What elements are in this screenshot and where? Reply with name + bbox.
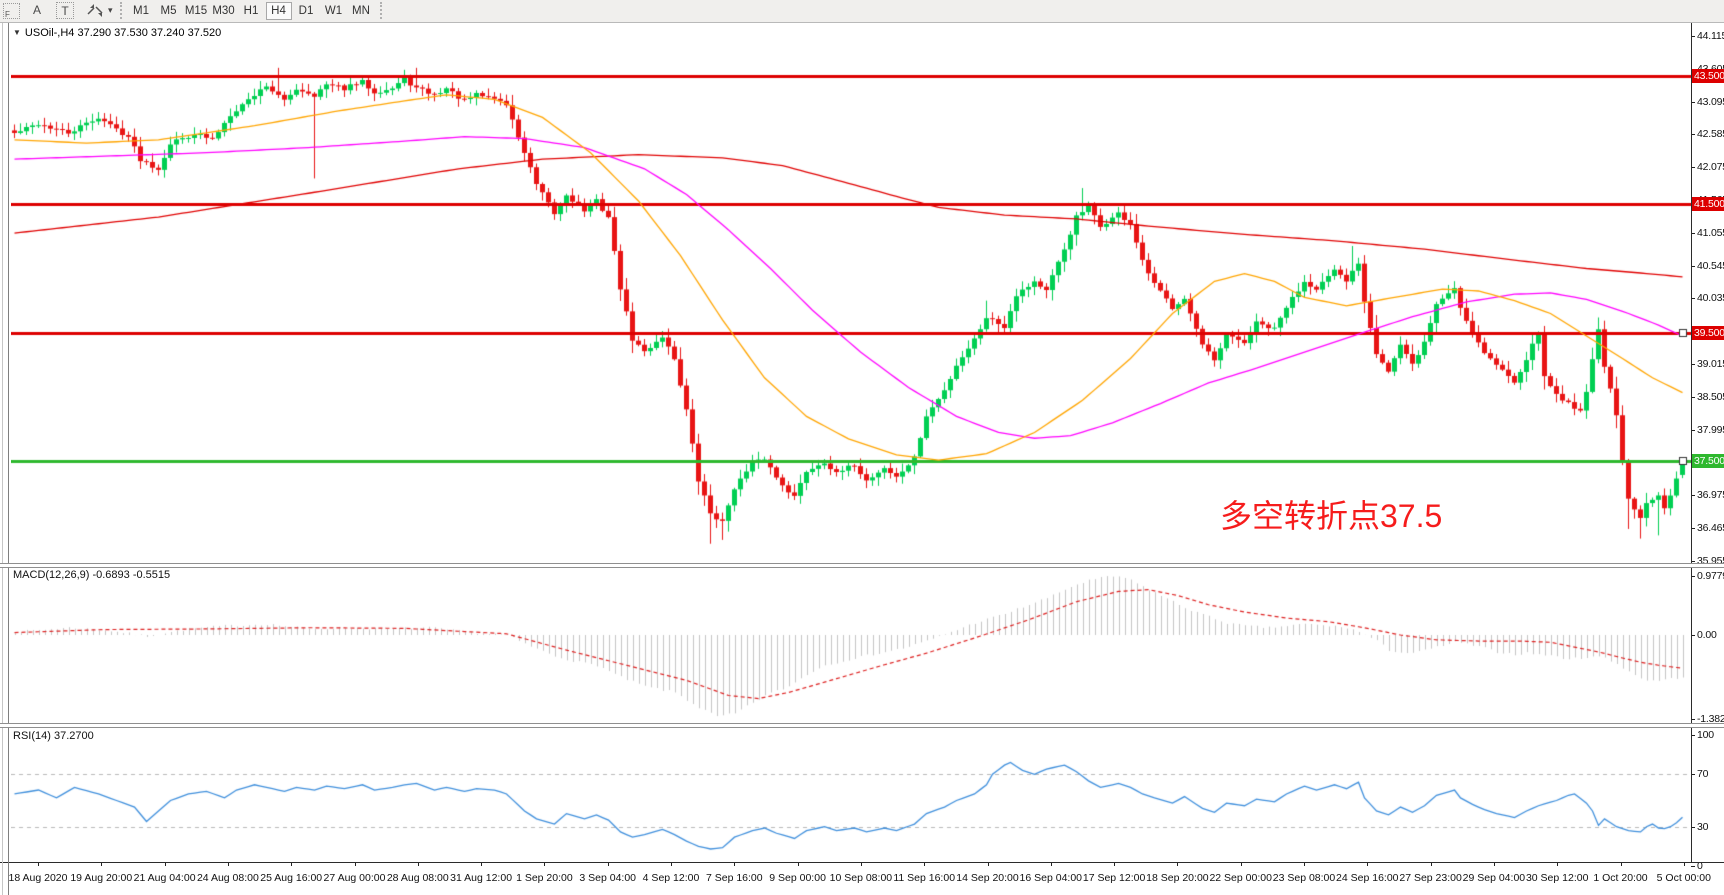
price-axis-label: 40.035 xyxy=(1697,292,1724,305)
symbol-ohlc-text: USOil-,H4 37.290 37.530 37.240 37.520 xyxy=(24,27,222,39)
price-axis-label: 36.975 xyxy=(1697,489,1724,502)
macd-axis-label: 0.00 xyxy=(1697,629,1717,641)
time-axis-label: 29 Sep 04:00 xyxy=(1462,872,1526,884)
time-axis-label: 19 Aug 20:00 xyxy=(70,872,133,884)
main-price-chart[interactable] xyxy=(11,22,1691,563)
window-edge-line xyxy=(8,22,9,895)
panel-separator[interactable] xyxy=(0,723,1724,728)
price-axis-label: 36.465 xyxy=(1697,521,1724,534)
time-axis-label: 28 Aug 08:00 xyxy=(386,872,449,884)
toolbar-separator xyxy=(120,2,122,19)
time-axis-label: 27 Aug 00:00 xyxy=(323,872,386,884)
time-axis-label: 14 Sep 20:00 xyxy=(956,872,1019,884)
time-axis-label: 17 Sep 12:00 xyxy=(1082,872,1146,884)
timeframe-button-mn[interactable]: MN xyxy=(348,2,374,20)
chart-menu-triangle-icon[interactable]: ▼ xyxy=(13,28,21,37)
time-axis-label: 4 Sep 12:00 xyxy=(642,872,700,884)
timeframe-button-m5[interactable]: M5 xyxy=(156,2,182,20)
price-level-badge: 37.500 xyxy=(1691,454,1724,469)
time-axis-label: 25 Aug 16:00 xyxy=(260,872,323,884)
price-axis-label: 39.525 xyxy=(1697,325,1724,338)
timeframe-button-d1[interactable]: D1 xyxy=(293,2,319,20)
price-level-badge: 39.500 xyxy=(1691,325,1724,340)
price-level-badge: 43.500 xyxy=(1691,68,1724,83)
macd-label: MACD(12,26,9) -0.6893 -0.5515 xyxy=(13,569,171,581)
macd-indicator-chart[interactable] xyxy=(11,566,1691,723)
price-axis-label: 44.115 xyxy=(1697,30,1724,42)
rsi-label: RSI(14) 37.2700 xyxy=(13,730,94,742)
price-axis-label: 40.545 xyxy=(1697,259,1724,272)
time-axis-label: 18 Aug 2020 xyxy=(8,872,68,884)
timeframe-button-h1[interactable]: H1 xyxy=(238,2,264,20)
time-axis-label: 10 Sep 08:00 xyxy=(829,872,893,884)
price-axis-label: 37.485 xyxy=(1697,456,1724,469)
toolbar: F A T ▾ M1 M5 M15 M30 H1 H4 D1 W1 MN xyxy=(0,0,1724,23)
macd-axis-label: 0.9779 xyxy=(1697,569,1724,582)
text-label-tool-button[interactable]: A xyxy=(28,2,46,19)
timeframe-button-m15[interactable]: M15 xyxy=(183,2,209,20)
time-axis-line xyxy=(0,862,1724,863)
timeframe-button-m30[interactable]: M30 xyxy=(211,2,237,20)
arrows-tool-button[interactable] xyxy=(84,2,106,19)
time-axis-label: 16 Sep 04:00 xyxy=(1019,872,1083,884)
timeframe-button-m1[interactable]: M1 xyxy=(128,2,154,20)
time-axis-label: 24 Sep 16:00 xyxy=(1336,872,1399,884)
rsi-indicator-chart[interactable] xyxy=(11,727,1691,862)
time-axis-label: 9 Sep 00:00 xyxy=(769,872,826,884)
text-box-tool-button[interactable]: T xyxy=(56,2,74,19)
price-axis-label: 43.095 xyxy=(1697,95,1724,108)
price-axis-label: 41.565 xyxy=(1697,193,1724,206)
dock-grip-icon[interactable]: F xyxy=(3,3,20,19)
price-axis-label: 41.055 xyxy=(1697,226,1724,239)
price-axis-label: 42.075 xyxy=(1697,161,1724,174)
toolbar-separator xyxy=(380,2,382,19)
rsi-axis-label: 70 xyxy=(1697,768,1709,781)
time-axis-label: 23 Sep 08:00 xyxy=(1272,872,1336,884)
time-axis-label: 5 Oct 00:00 xyxy=(1656,872,1711,884)
window-edge-line xyxy=(2,22,3,895)
time-axis-label: 18 Sep 20:00 xyxy=(1146,872,1209,884)
time-axis-label: 30 Sep 12:00 xyxy=(1525,872,1589,884)
time-axis-label: 3 Sep 04:00 xyxy=(579,872,637,884)
time-axis-label: 24 Aug 08:00 xyxy=(196,872,259,884)
time-axis-label: 1 Oct 20:00 xyxy=(1593,872,1648,884)
arrows-icon xyxy=(87,4,103,17)
time-axis-label: 7 Sep 16:00 xyxy=(705,872,763,884)
grip-f-label: F xyxy=(5,10,10,19)
price-axis-label: 39.015 xyxy=(1697,357,1724,370)
price-axis-label: 43.605 xyxy=(1697,62,1724,75)
time-axis-label: 21 Aug 04:00 xyxy=(133,872,196,884)
rsi-axis-label: 100 xyxy=(1697,729,1714,741)
time-axis-label: 1 Sep 20:00 xyxy=(516,872,573,884)
price-axis-label: 37.995 xyxy=(1697,423,1724,436)
timeframe-button-w1[interactable]: W1 xyxy=(321,2,347,20)
rsi-axis-label: 30 xyxy=(1697,820,1709,833)
timeframe-button-h4[interactable]: H4 xyxy=(265,2,292,20)
price-axis-separator xyxy=(1691,22,1692,862)
chevron-down-icon[interactable]: ▾ xyxy=(108,5,113,15)
symbol-header[interactable]: ▼ USOil-,H4 37.290 37.530 37.240 37.520 xyxy=(13,27,221,39)
time-axis-label: 22 Sep 00:00 xyxy=(1209,872,1272,884)
time-axis-label: 31 Aug 12:00 xyxy=(450,872,513,884)
time-axis-label: 11 Sep 16:00 xyxy=(893,872,956,884)
panel-separator[interactable] xyxy=(0,563,1724,568)
price-axis-label: 38.505 xyxy=(1697,390,1724,403)
chart-text-annotation[interactable]: 多空转折点37.5 xyxy=(1220,498,1443,534)
price-axis-label: 42.585 xyxy=(1697,128,1724,141)
time-axis-label: 27 Sep 23:00 xyxy=(1399,872,1462,884)
price-level-badge: 41.500 xyxy=(1691,197,1724,212)
rsi-axis-tick xyxy=(1691,866,1695,867)
